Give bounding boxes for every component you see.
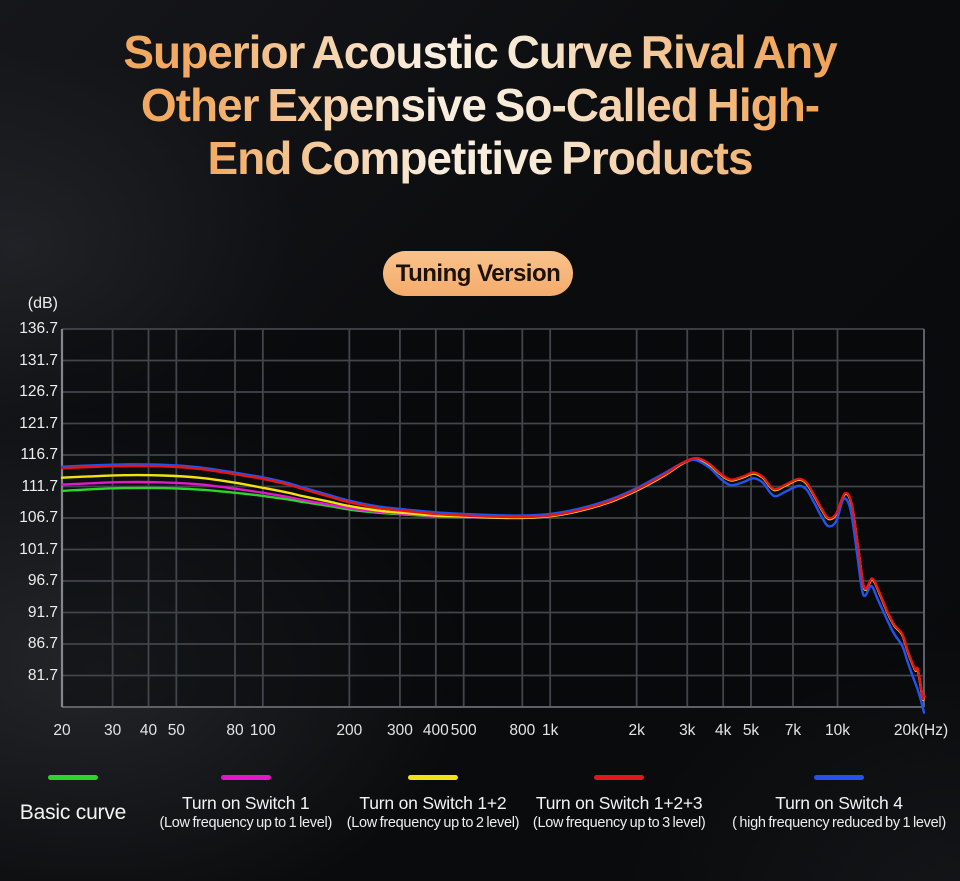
x-axis-tick: 1k: [541, 722, 559, 739]
y-axis-tick: 111.7: [21, 477, 59, 495]
legend-swatch: [814, 775, 864, 780]
legend-label: Turn on Switch 4: [775, 793, 903, 813]
y-axis-tick: 116.7: [20, 446, 58, 463]
y-axis-tick: 131.7: [19, 351, 58, 369]
x-axis-tick: 80: [226, 722, 244, 739]
y-axis-tick: 136.7: [19, 320, 58, 337]
legend-item: Turn on Switch 4 ( high frequency reduced…: [718, 769, 960, 833]
x-axis-tick: 50: [167, 722, 185, 739]
legend-item: Turn on Switch 1 (Low frequency up to 1 l…: [146, 769, 346, 833]
x-axis-tick: 20: [53, 722, 71, 739]
x-axis-tick: 40: [139, 722, 158, 739]
legend-sublabel: (Low frequency up to 2 level): [346, 815, 520, 831]
x-axis-tick: 5k: [742, 722, 760, 739]
x-axis-tick: 20k(Hz): [893, 722, 949, 739]
legend-swatch: [220, 775, 271, 780]
tuning-version-badge-label: Tuning Version: [395, 259, 561, 287]
legend-label: Turn on Switch 1+2+3: [535, 793, 703, 813]
x-axis-tick: 300: [386, 722, 413, 739]
x-axis-tick: 10k: [825, 722, 850, 739]
x-axis-tick: 2k: [628, 722, 645, 739]
x-axis-tick: 30: [103, 722, 122, 739]
y-axis-tick: 96.7: [27, 572, 58, 589]
x-axis-tick: 7k: [784, 722, 802, 739]
y-axis-tick: 106.7: [19, 509, 58, 526]
series-turn-on-switch-4: [60, 458, 926, 714]
tuning-version-badge: Tuning Version: [383, 251, 573, 296]
series-turn-on-switch-1-2-3: [60, 456, 926, 701]
y-axis-tick: 101.7: [19, 540, 58, 558]
x-axis-tick: 100: [249, 722, 276, 739]
y-axis-tick: 91.7: [27, 603, 58, 621]
legend-item: Turn on Switch 1+2+3 (Low frequency up to…: [520, 769, 718, 833]
y-axis-tick: 126.7: [19, 383, 58, 400]
x-axis-tick: 4k: [714, 722, 732, 739]
x-axis-tick: 400: [422, 722, 449, 739]
legend-sublabel: (Low frequency up to 3 level): [532, 815, 706, 831]
legend-item: Turn on Switch 1+2 (Low frequency up to 2…: [346, 769, 521, 833]
legend-item: Basic curve: [0, 769, 146, 833]
x-axis-tick: 200: [336, 722, 363, 739]
legend-label: Turn on Switch 1: [182, 793, 310, 813]
legend-label: Turn on Switch 1+2: [359, 793, 507, 813]
x-axis-tick: 800: [509, 722, 536, 739]
y-axis-tick: 81.7: [27, 666, 58, 684]
legend-swatch: [47, 775, 98, 780]
legend-swatch: [594, 775, 645, 780]
y-axis-tick: 121.7: [19, 414, 58, 432]
legend-label: Basic curve: [19, 801, 127, 824]
y-axis-unit-label: (dB): [27, 295, 58, 312]
chart-legend: Basic curve Turn on Switch 1 (Low frequenc…: [0, 769, 960, 833]
legend-sublabel: ( high frequency reduced by 1 level): [732, 815, 946, 831]
x-axis-tick: 500: [450, 722, 477, 739]
x-axis-tick: 3k: [679, 722, 696, 739]
legend-swatch: [407, 775, 458, 780]
y-axis-tick: 86.7: [27, 635, 58, 652]
legend-sublabel: (Low frequency up to 1 level): [159, 815, 332, 831]
